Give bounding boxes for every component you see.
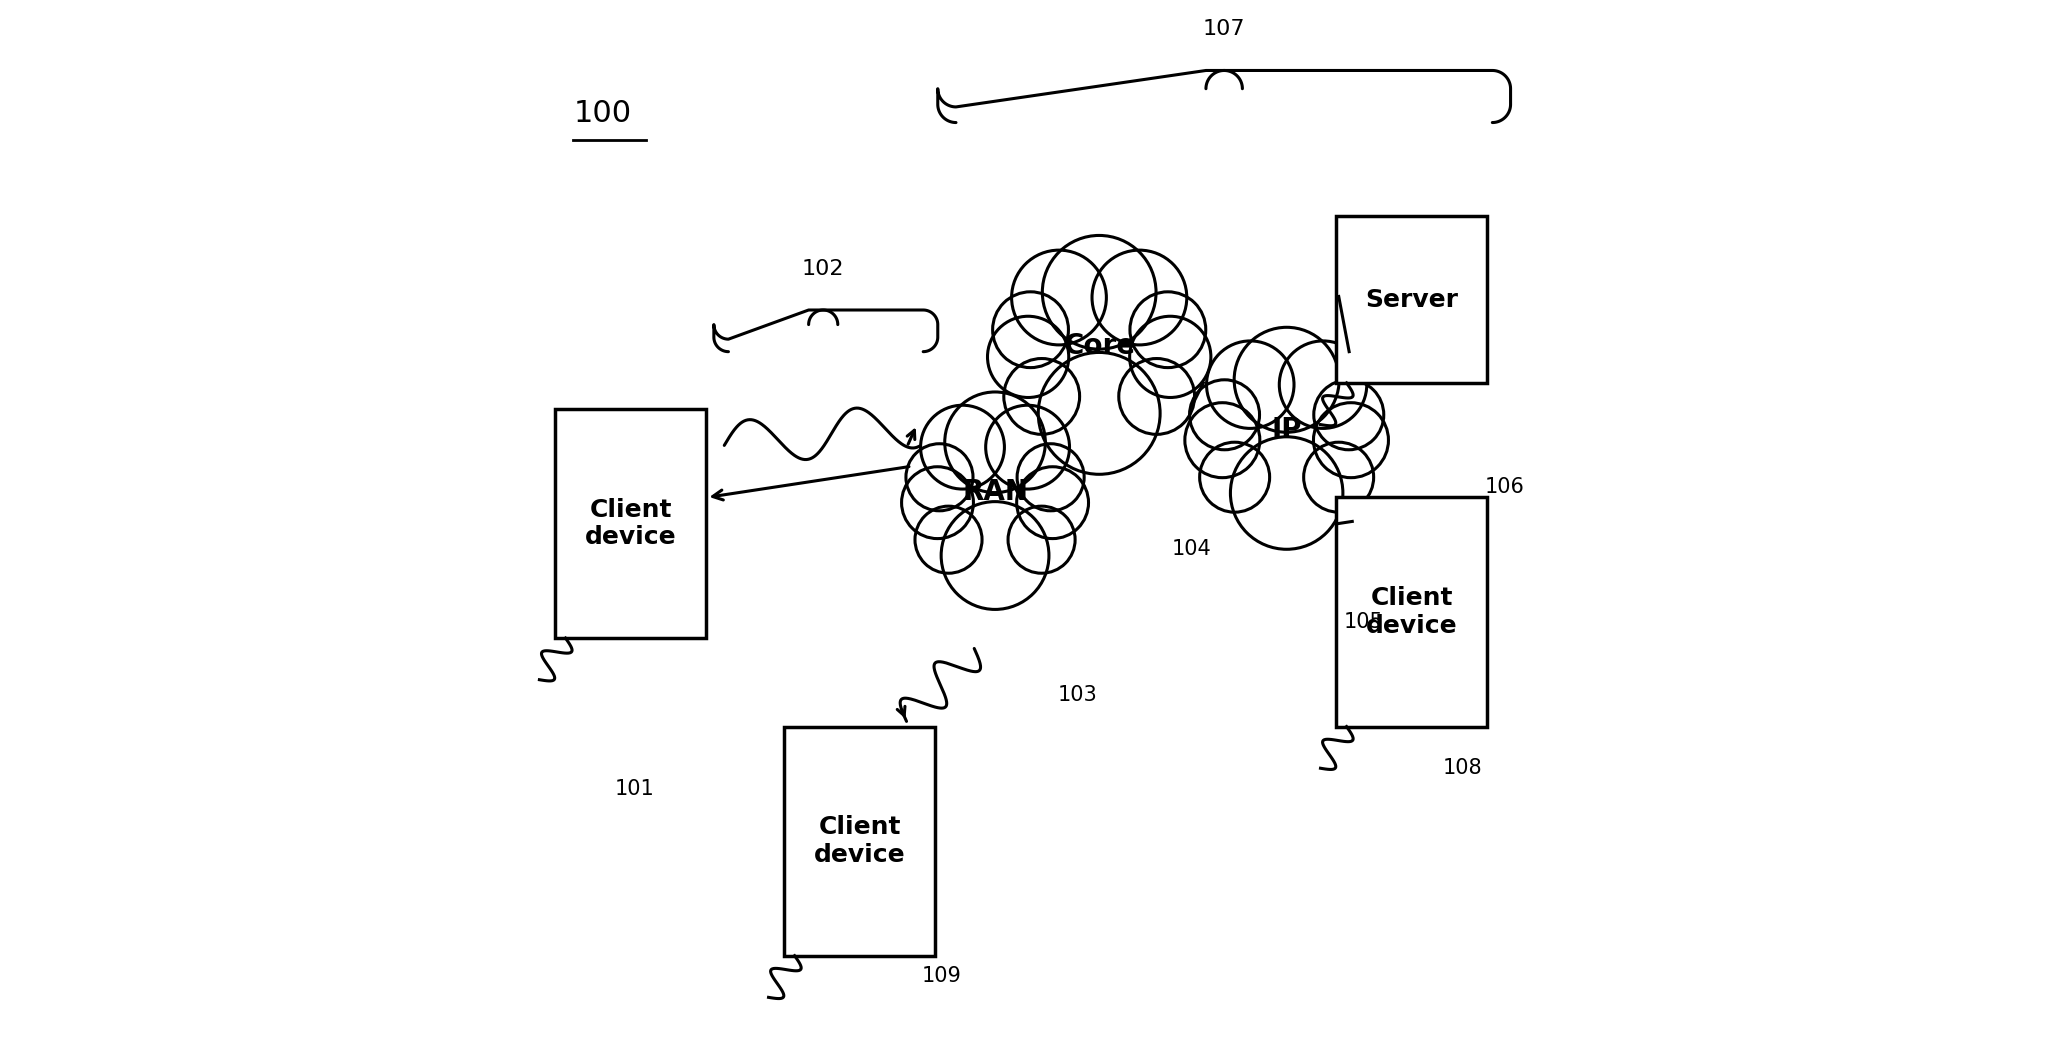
Circle shape — [1042, 236, 1155, 349]
Text: 104: 104 — [1172, 539, 1211, 559]
Text: 100: 100 — [574, 98, 631, 128]
Circle shape — [1038, 353, 1159, 474]
Circle shape — [1234, 328, 1339, 432]
Text: 102: 102 — [803, 259, 844, 279]
Circle shape — [1131, 292, 1205, 367]
Circle shape — [920, 405, 1005, 489]
Text: 101: 101 — [615, 779, 654, 799]
Circle shape — [945, 392, 1046, 492]
Circle shape — [988, 316, 1069, 398]
Circle shape — [1314, 403, 1388, 477]
Text: 106: 106 — [1485, 476, 1525, 496]
FancyBboxPatch shape — [555, 409, 706, 638]
Text: Core: Core — [1062, 333, 1135, 360]
Circle shape — [1230, 437, 1343, 550]
Circle shape — [1118, 358, 1194, 435]
Ellipse shape — [902, 352, 1087, 653]
Circle shape — [1304, 442, 1374, 512]
Text: Server: Server — [1366, 288, 1459, 312]
Circle shape — [1279, 341, 1368, 428]
Text: 105: 105 — [1343, 612, 1384, 632]
Text: 108: 108 — [1442, 758, 1483, 778]
FancyBboxPatch shape — [784, 727, 935, 956]
Circle shape — [1184, 403, 1260, 477]
Circle shape — [906, 444, 974, 511]
Ellipse shape — [984, 196, 1213, 518]
Circle shape — [1131, 316, 1211, 398]
Circle shape — [1005, 358, 1079, 435]
Circle shape — [1201, 442, 1269, 512]
Text: Client
device: Client device — [584, 497, 677, 550]
Circle shape — [1091, 250, 1186, 344]
Circle shape — [1190, 380, 1260, 450]
Text: IP: IP — [1271, 416, 1302, 444]
FancyBboxPatch shape — [1337, 497, 1487, 727]
FancyBboxPatch shape — [1337, 217, 1487, 383]
Circle shape — [986, 405, 1069, 489]
Circle shape — [1009, 506, 1075, 573]
Text: 103: 103 — [1058, 685, 1098, 705]
Circle shape — [1207, 341, 1294, 428]
Circle shape — [916, 506, 982, 573]
Circle shape — [1017, 467, 1089, 538]
Text: 107: 107 — [1203, 19, 1246, 39]
Circle shape — [1011, 250, 1106, 344]
Circle shape — [1017, 444, 1085, 511]
Circle shape — [941, 502, 1048, 609]
Text: 109: 109 — [922, 966, 961, 986]
Text: RAN: RAN — [961, 478, 1027, 507]
Text: Client
device: Client device — [813, 816, 906, 867]
Circle shape — [902, 467, 974, 538]
Circle shape — [1314, 380, 1384, 450]
Ellipse shape — [1182, 289, 1390, 592]
Text: Client
device: Client device — [1366, 586, 1456, 638]
Circle shape — [992, 292, 1069, 367]
